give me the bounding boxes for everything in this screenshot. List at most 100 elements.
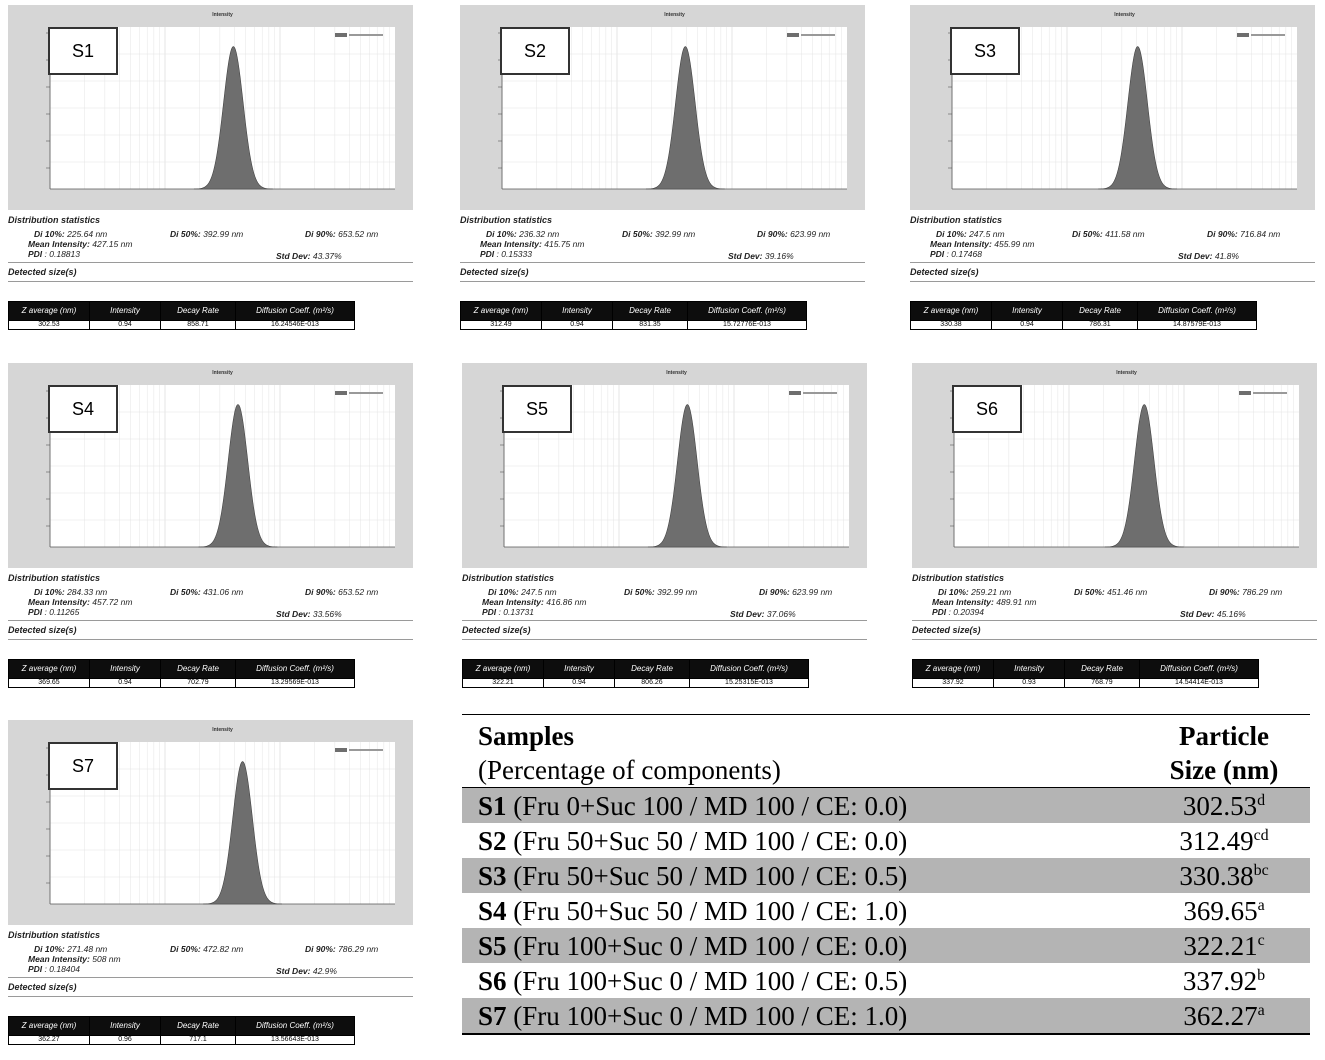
sample-description: S2 (Fru 50+Suc 50 / MD 100 / CE: 0.0) — [462, 823, 1138, 858]
sample-description: S6 (Fru 100+Suc 0 / MD 100 / CE: 0.5) — [462, 963, 1138, 998]
legend-text-stub — [349, 34, 383, 36]
sample-panel-s7: Intensity S7 Distribution statistics Di 10%… — [8, 720, 418, 1060]
detected-divider — [8, 281, 413, 282]
distribution-stats: Distribution statistics Di 10%: 284.33 nm… — [8, 573, 413, 698]
z-average-value: 362.27 — [8, 1035, 90, 1045]
measurement-table: Z average (nm) Intensity Decay Rate Diffusi… — [8, 659, 355, 688]
z-average-value: 312.49 — [460, 320, 542, 330]
stat-pdi: PDI : 0.17468 — [930, 249, 982, 259]
stat-di50: Di 50%: 392.99 nm — [170, 229, 244, 239]
size-number: 330.38 — [1179, 860, 1254, 891]
detected-sizes-header: Detected size(s) — [8, 982, 77, 992]
z-average-header: Z average (nm) — [910, 301, 992, 321]
distribution-stats: Distribution statistics Di 10%: 247.5 nm D… — [910, 215, 1315, 340]
stat-di90: Di 90%: 786.29 nm — [305, 944, 379, 954]
stat-di90: Di 90%: 623.99 nm — [759, 587, 833, 597]
stats-divider — [8, 977, 413, 978]
stat-di90: Di 90%: 623.99 nm — [757, 229, 831, 239]
sample-description: S5 (Fru 100+Suc 0 / MD 100 / CE: 0.0) — [462, 928, 1138, 963]
stats-header: Distribution statistics — [912, 573, 1005, 583]
intensity-header: Intensity — [89, 1016, 161, 1036]
stats-divider — [460, 262, 865, 263]
z-average-value: 302.53 — [8, 320, 90, 330]
diffusion-coeff-value: 14.54414E-013 — [1139, 678, 1259, 688]
z-average-header: Z average (nm) — [8, 659, 90, 679]
header-samples-title: Samples — [478, 721, 575, 751]
intensity-value: 0.94 — [89, 678, 161, 688]
diffusion-coeff-header: Diffusion Coeff. (m²/s) — [1139, 659, 1259, 679]
sample-panel-s3: Intensity S3 Distribution statistics Di 10%… — [910, 5, 1320, 345]
detected-sizes-header: Detected size(s) — [8, 267, 77, 277]
sample-description: S3 (Fru 50+Suc 50 / MD 100 / CE: 0.5) — [462, 858, 1138, 893]
diffusion-coeff-value: 15.72776E-013 — [687, 320, 807, 330]
stats-divider — [910, 262, 1315, 263]
sample-label-text: S1 — [71, 40, 95, 61]
legend-text-stub — [1251, 34, 1285, 36]
sample-label-text: S2 — [523, 40, 547, 61]
stat-di50: Di 50%: 472.82 nm — [170, 944, 244, 954]
intensity-plot: Intensity — [8, 363, 413, 568]
stat-di90: Di 90%: 786.29 nm — [1209, 587, 1283, 597]
diffusion-coeff-header: Diffusion Coeff. (m²/s) — [235, 659, 355, 679]
stats-divider — [8, 262, 413, 263]
sample-label-text: S6 — [975, 398, 999, 419]
size-distribution-peak — [1098, 46, 1178, 190]
diffusion-coeff-value: 15.25315E-013 — [689, 678, 809, 688]
stats-header: Distribution statistics — [462, 573, 555, 583]
sample-panel-s4: Intensity S4 Distribution statistics Di 10%… — [8, 363, 418, 703]
stat-std-dev: Std Dev: 45.16% — [1180, 609, 1246, 619]
stat-di90: Di 90%: 653.52 nm — [305, 229, 379, 239]
decay-rate-header: Decay Rate — [614, 659, 690, 679]
z-average-header: Z average (nm) — [462, 659, 544, 679]
decay-rate-header: Decay Rate — [612, 301, 688, 321]
stat-std-dev: Std Dev: 39.16% — [728, 251, 794, 261]
distribution-stats: Distribution statistics Di 10%: 271.48 nm… — [8, 930, 413, 1055]
legend-swatch — [1239, 391, 1251, 395]
detected-divider — [910, 281, 1315, 282]
sample-id: S5 — [478, 930, 507, 961]
diffusion-coeff-header: Diffusion Coeff. (m²/s) — [235, 301, 355, 321]
intensity-header: Intensity — [993, 659, 1065, 679]
sample-label-text: S7 — [71, 755, 95, 776]
intensity-header: Intensity — [89, 659, 161, 679]
plot-title: Intensity — [666, 370, 687, 376]
significance-letter: a — [1257, 1001, 1265, 1019]
particle-size-table: Samples (Percentage of components) Parti… — [462, 714, 1310, 1035]
stat-di50: Di 50%: 451.46 nm — [1074, 587, 1148, 597]
intensity-plot: Intensity — [462, 363, 867, 568]
size-distribution-peak — [198, 404, 278, 548]
detected-divider — [462, 639, 867, 640]
size-number: 312.49 — [1179, 825, 1254, 856]
size-number: 369.65 — [1183, 895, 1258, 926]
decay-rate-header: Decay Rate — [160, 1016, 236, 1036]
stat-mean-intensity: Mean Intensity: 455.99 nm — [930, 239, 1035, 249]
sample-panel-s1: Intensity S1 Distribution statistics Di 10%… — [8, 5, 418, 345]
sample-composition: (Fru 50+Suc 50 / MD 100 / CE: 0.5) — [506, 860, 908, 891]
plot-title: Intensity — [212, 727, 233, 733]
stat-mean-intensity: Mean Intensity: 457.72 nm — [28, 597, 133, 607]
intensity-header: Intensity — [991, 301, 1063, 321]
detected-sizes-header: Detected size(s) — [8, 625, 77, 635]
significance-letter: a — [1257, 896, 1265, 914]
detected-divider — [8, 996, 413, 997]
stat-di10: Di 10%: 271.48 nm — [34, 944, 108, 954]
diffusion-coeff-header: Diffusion Coeff. (m²/s) — [235, 1016, 355, 1036]
detected-sizes-header: Detected size(s) — [462, 625, 531, 635]
measurement-table: Z average (nm) Intensity Decay Rate Diffusi… — [460, 301, 807, 330]
header-particle-size: Particle Size (nm) — [1169, 721, 1279, 785]
intensity-value: 0.94 — [541, 320, 613, 330]
diffusion-coeff-header: Diffusion Coeff. (m²/s) — [1137, 301, 1257, 321]
header-samples-sub: (Percentage of components) — [478, 755, 781, 785]
summary-row-s7: S7 (Fru 100+Suc 0 / MD 100 / CE: 1.0) 362… — [462, 998, 1310, 1034]
z-average-header: Z average (nm) — [460, 301, 542, 321]
stat-di10: Di 10%: 225.64 nm — [34, 229, 108, 239]
stat-std-dev: Std Dev: 37.06% — [730, 609, 796, 619]
sample-panel-s6: Intensity S6 Distribution statistics Di 10%… — [912, 363, 1322, 703]
stats-header: Distribution statistics — [8, 215, 101, 225]
legend-text-stub — [803, 392, 837, 394]
stat-di10: Di 10%: 259.21 nm — [938, 587, 1012, 597]
detected-divider — [460, 281, 865, 282]
legend-swatch — [335, 391, 347, 395]
sample-label-box: S7 — [48, 742, 118, 790]
z-average-value: 337.92 — [912, 678, 994, 688]
